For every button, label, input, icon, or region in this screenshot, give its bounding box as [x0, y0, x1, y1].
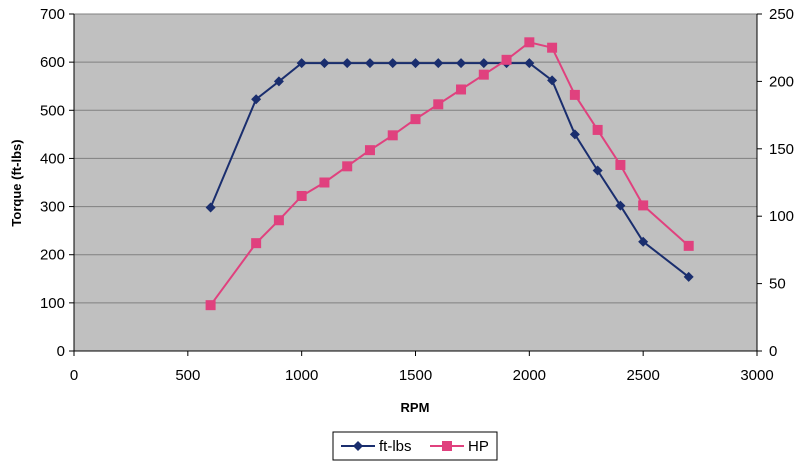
y-tick-label: 600: [40, 54, 65, 71]
data-point-ft-lbs: [410, 58, 421, 69]
data-point-hp: [592, 124, 603, 135]
y2-tick-label: 250: [769, 6, 794, 23]
x-tick-label: 500: [175, 367, 200, 384]
legend-marker-hp: [442, 441, 452, 451]
y-tick-label: 200: [40, 247, 65, 264]
data-point-ft-lbs: [638, 236, 649, 247]
x-tick-label: 0: [70, 367, 78, 384]
data-point-hp: [433, 99, 444, 110]
legend: ft-lbs HP: [332, 431, 498, 461]
y-tick-label: 400: [40, 150, 65, 167]
data-point-hp: [638, 200, 649, 211]
data-point-ft-lbs: [342, 58, 353, 69]
x-tick-label: 2500: [626, 367, 659, 384]
y2-tick-label: 100: [769, 208, 794, 225]
data-point-ft-lbs: [524, 58, 535, 69]
data-point-ft-lbs: [205, 202, 216, 213]
data-point-ft-lbs: [296, 58, 307, 69]
data-point-ft-lbs: [273, 76, 284, 87]
data-point-hp: [478, 69, 489, 80]
y2-tick-label: 150: [769, 141, 794, 158]
data-point-hp: [273, 215, 284, 226]
data-point-ft-lbs: [569, 129, 580, 140]
y-tick-label: 500: [40, 102, 65, 119]
data-point-ft-lbs: [251, 94, 262, 105]
data-point-hp: [456, 84, 467, 95]
y2-tick-label: 50: [769, 276, 786, 293]
data-point-ft-lbs: [683, 271, 694, 282]
data-point-hp: [319, 177, 330, 188]
y-tick-label: 300: [40, 199, 65, 216]
data-point-ft-lbs: [615, 200, 626, 211]
data-point-ft-lbs: [547, 75, 558, 86]
data-point-hp: [547, 42, 558, 53]
series-layer: [205, 37, 694, 311]
data-point-hp: [683, 240, 694, 251]
data-point-ft-lbs: [364, 58, 375, 69]
data-point-hp: [364, 145, 375, 156]
data-point-hp: [296, 190, 307, 201]
data-point-hp: [569, 89, 580, 100]
data-point-hp: [205, 300, 216, 311]
data-point-hp: [501, 54, 512, 65]
data-point-hp: [524, 37, 535, 48]
legend-marker-ft-lbs: [353, 441, 363, 451]
data-point-ft-lbs: [319, 58, 330, 69]
y2-tick-label: 0: [769, 343, 777, 360]
data-point-hp: [615, 159, 626, 170]
data-point-hp: [342, 161, 353, 172]
data-point-ft-lbs: [433, 58, 444, 69]
x-tick-label: 2000: [513, 367, 546, 384]
y-tick-label: 100: [40, 295, 65, 312]
x-tick-label: 1500: [399, 367, 432, 384]
x-tick-label: 3000: [740, 367, 773, 384]
y-tick-label: 700: [40, 6, 65, 23]
y-tick-label: 0: [57, 343, 65, 360]
data-point-ft-lbs: [387, 58, 398, 69]
data-point-ft-lbs: [478, 58, 489, 69]
data-point-hp: [410, 114, 421, 125]
data-point-hp: [251, 238, 262, 249]
data-point-ft-lbs: [456, 58, 467, 69]
legend-label-hp: HP: [468, 438, 489, 455]
y2-tick-label: 200: [769, 73, 794, 90]
x-axis-title: RPM: [401, 400, 430, 415]
legend-label-ft-lbs: ft-lbs: [379, 438, 412, 455]
data-point-hp: [387, 130, 398, 141]
y-axis-title: Torque (ft-lbs): [9, 139, 24, 226]
plot-area: [73, 13, 758, 352]
data-point-ft-lbs: [592, 165, 603, 176]
x-tick-label: 1000: [285, 367, 318, 384]
